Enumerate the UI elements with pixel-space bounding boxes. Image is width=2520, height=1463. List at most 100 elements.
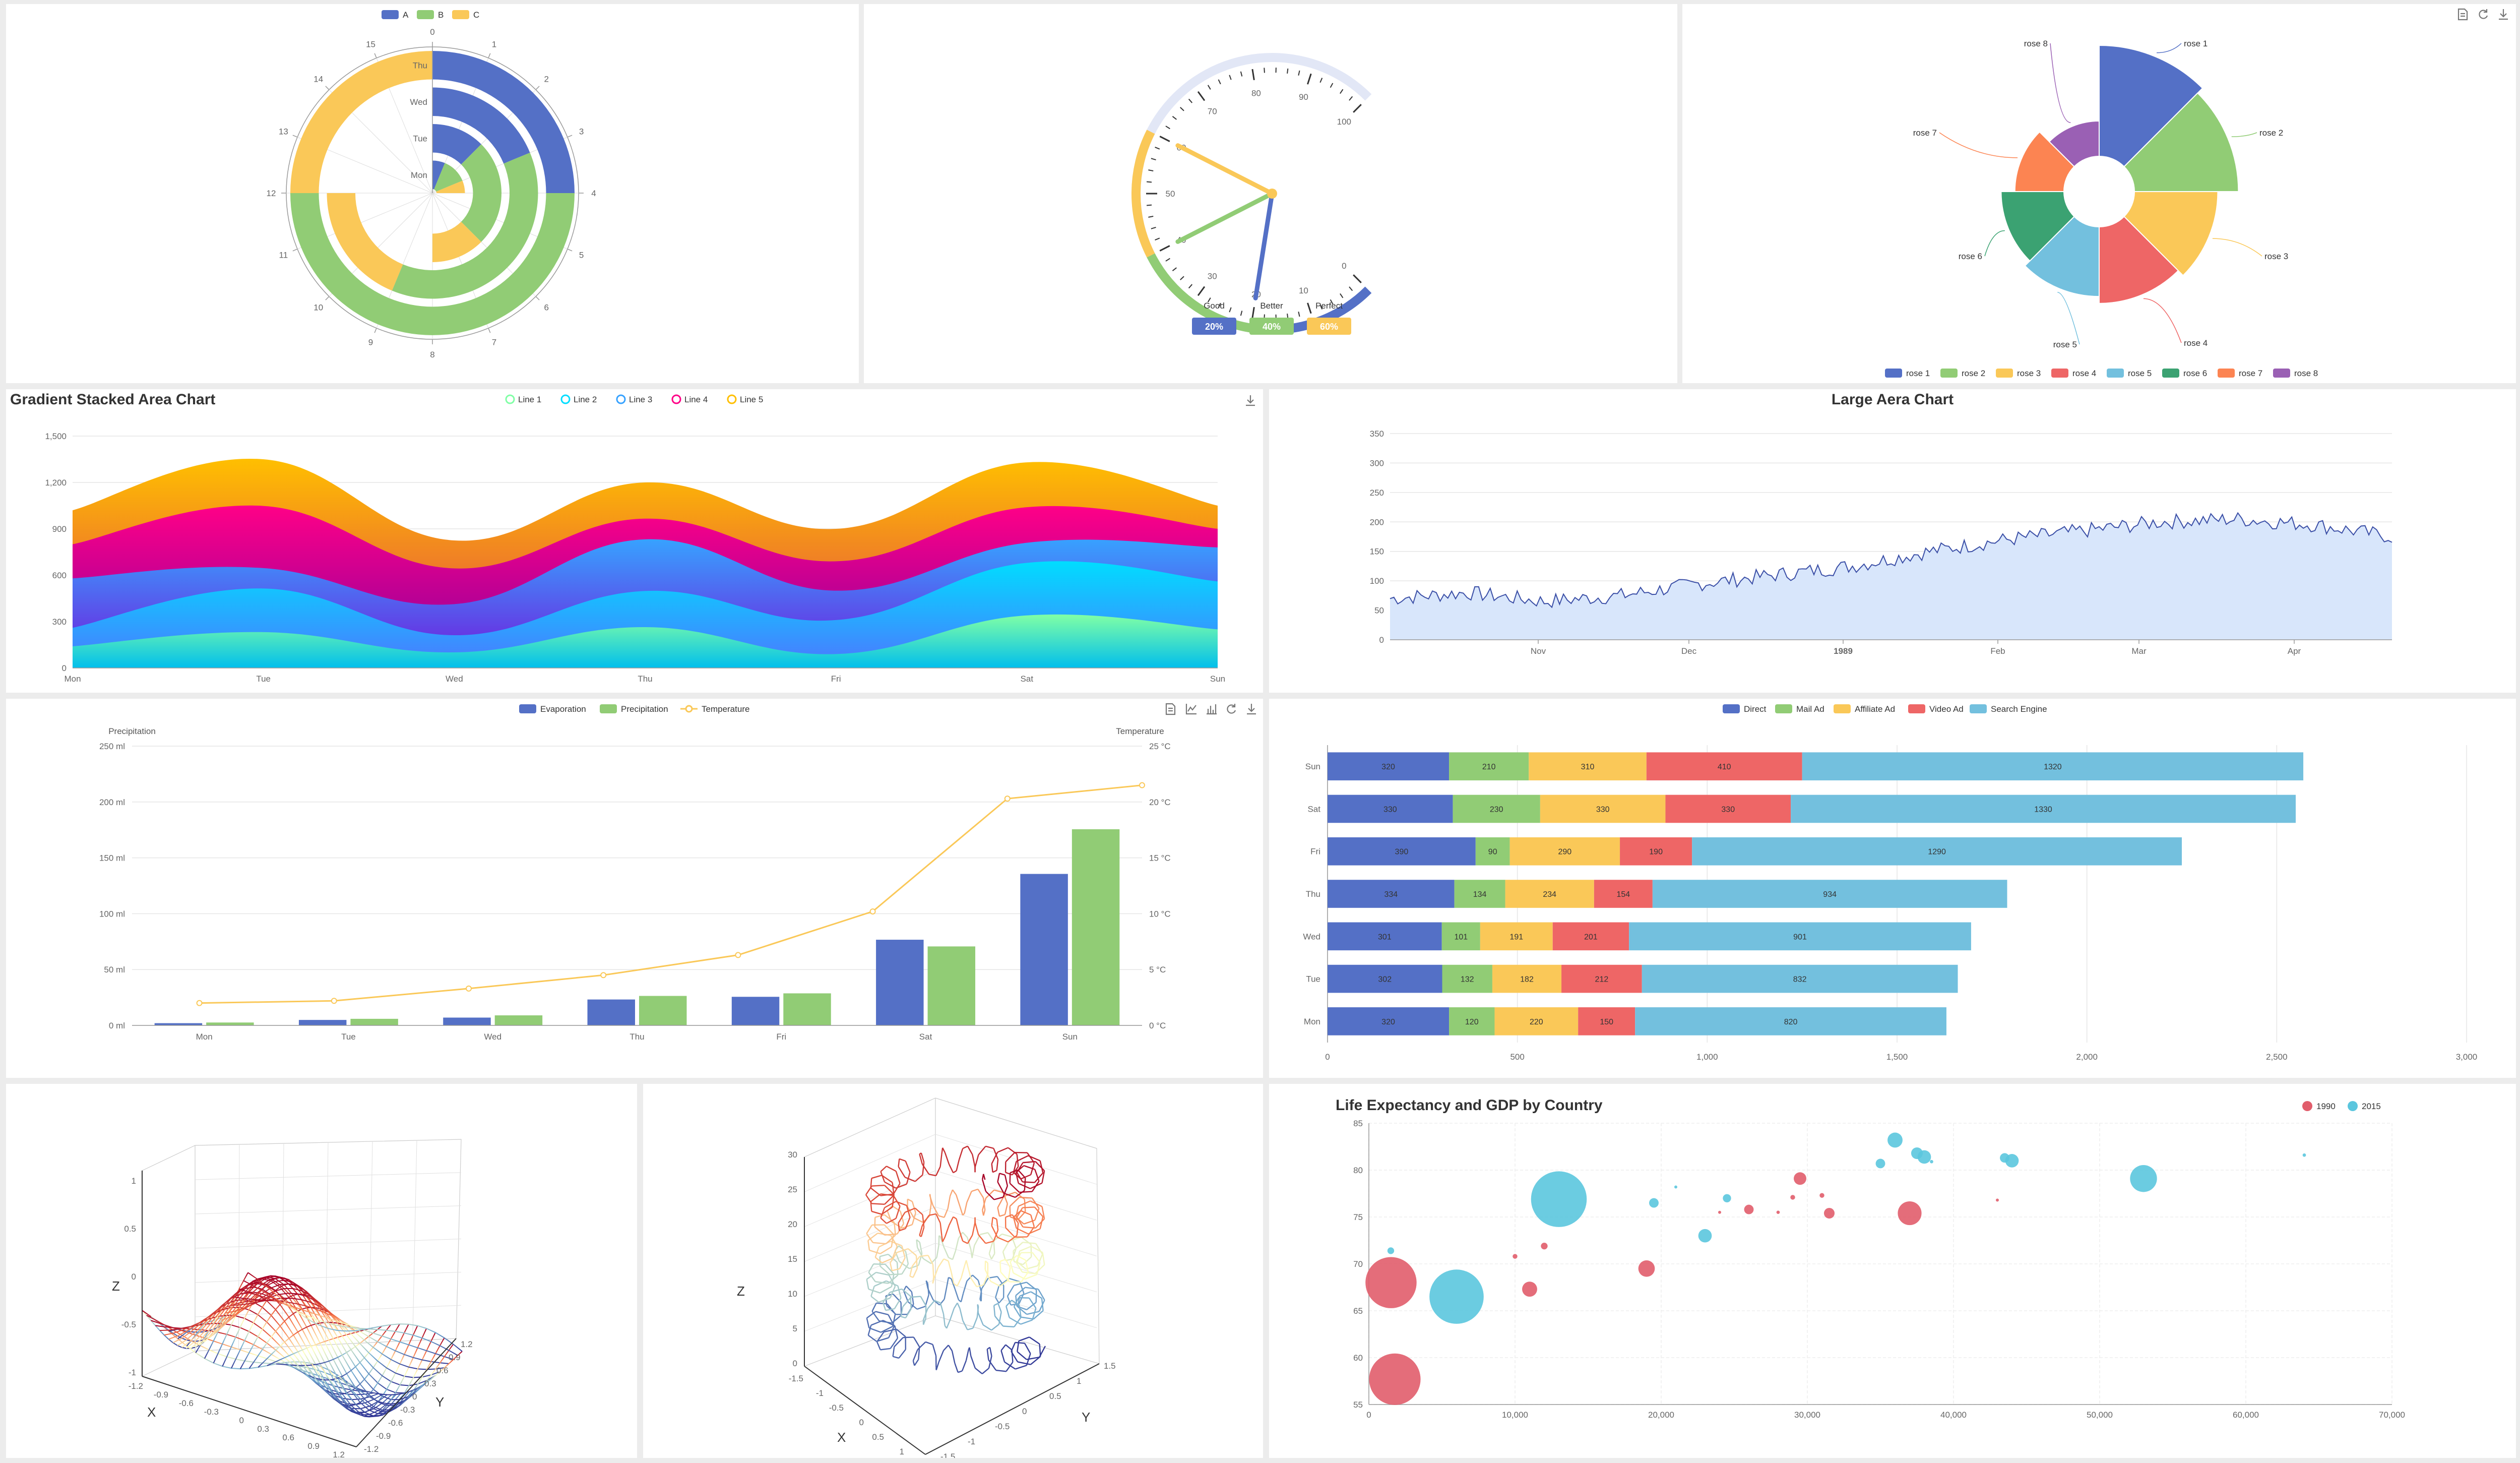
line-chart-icon[interactable] — [1185, 704, 1196, 715]
polar-bar-b-mon[interactable] — [434, 163, 463, 192]
rose-slice-4[interactable] — [2099, 216, 2179, 304]
bar-precipitation-wed[interactable] — [494, 1015, 543, 1025]
line-temperature[interactable] — [199, 784, 1143, 1004]
legend-direct[interactable]: Direct — [1723, 704, 1767, 714]
bar-precipitation-sat[interactable] — [927, 946, 976, 1025]
bubble-1990[interactable] — [1898, 1201, 1922, 1226]
bubble-1990[interactable] — [1794, 1172, 1806, 1185]
bar-mail-ad-tue[interactable] — [1442, 964, 1492, 993]
bubble-1990[interactable] — [1638, 1260, 1655, 1277]
bubble-2015[interactable] — [1917, 1150, 1931, 1164]
bubble-2015[interactable] — [1887, 1132, 1903, 1148]
legend-rose-7[interactable]: rose 7 — [2218, 369, 2262, 378]
bubble-1990[interactable] — [1718, 1210, 1721, 1214]
bar-mail-ad-fri[interactable] — [1475, 837, 1510, 866]
bubble-1990[interactable] — [1744, 1204, 1754, 1214]
bar-search-engine-tue[interactable] — [1642, 964, 1958, 993]
bubble-1990[interactable] — [1823, 1208, 1835, 1219]
bar-video-ad-sat[interactable] — [1665, 795, 1791, 823]
legend-line-5[interactable]: Line 5 — [727, 394, 763, 404]
rose-slice-2[interactable] — [2123, 92, 2239, 192]
bar-video-ad-sun[interactable] — [1646, 752, 1802, 780]
bar-precipitation-thu[interactable] — [639, 996, 687, 1025]
bar-direct-thu[interactable] — [1328, 880, 1455, 908]
legend-rose-8[interactable]: rose 8 — [2273, 369, 2318, 378]
bar-direct-mon[interactable] — [1328, 1007, 1450, 1035]
polar-bar-b-tue[interactable] — [461, 144, 502, 242]
bubble-2015[interactable] — [1387, 1247, 1395, 1254]
polar-bar-c-tue[interactable] — [432, 221, 481, 262]
legend-rose-3[interactable]: rose 3 — [1996, 369, 2041, 378]
legend-a[interactable]: A — [382, 10, 409, 20]
bubble-1990[interactable] — [1365, 1257, 1417, 1308]
download-icon[interactable] — [2499, 9, 2508, 20]
rose-slice-6[interactable] — [2000, 191, 2075, 262]
bubble-2015[interactable] — [1698, 1229, 1712, 1243]
bar-direct-wed[interactable] — [1328, 922, 1442, 951]
bar-mail-ad-wed[interactable] — [1441, 922, 1480, 951]
bar-affiliate-ad-wed[interactable] — [1480, 922, 1553, 951]
bubble-2015[interactable] — [2302, 1153, 2306, 1157]
bar-direct-sat[interactable] — [1328, 795, 1453, 823]
bubble-1990[interactable] — [1513, 1254, 1518, 1259]
bar-video-ad-mon[interactable] — [1578, 1007, 1635, 1035]
area-line[interactable] — [1390, 512, 2392, 608]
legend-video-ad[interactable]: Video Ad — [1908, 704, 1964, 714]
bar-search-engine-sun[interactable] — [1802, 752, 2304, 780]
bar-precipitation-sun[interactable] — [1072, 829, 1120, 1025]
bar-affiliate-ad-thu[interactable] — [1505, 880, 1594, 908]
document-icon[interactable] — [2458, 8, 2468, 21]
bar-mail-ad-mon[interactable] — [1449, 1007, 1495, 1035]
bar-search-engine-fri[interactable] — [1692, 837, 2182, 866]
bar-evaporation-sun[interactable] — [1020, 874, 1068, 1025]
bar-direct-sun[interactable] — [1328, 752, 1450, 780]
bar-precipitation-tue[interactable] — [350, 1018, 398, 1025]
polar-bar-a-mon[interactable] — [432, 160, 445, 190]
legend-2015[interactable]: 2015 — [2348, 1101, 2381, 1111]
bubble-2015[interactable] — [1649, 1198, 1659, 1208]
legend-line-3[interactable]: Line 3 — [616, 394, 652, 404]
rose-slice-5[interactable] — [2024, 216, 2100, 297]
bubble-2015[interactable] — [1930, 1160, 1933, 1164]
bar-affiliate-ad-sun[interactable] — [1529, 752, 1647, 780]
bar-search-engine-thu[interactable] — [1652, 880, 2007, 908]
bar-evaporation-wed[interactable] — [443, 1017, 491, 1025]
bar-affiliate-ad-sat[interactable] — [1540, 795, 1666, 823]
bar-direct-tue[interactable] — [1328, 964, 1442, 993]
bar-precipitation-fri[interactable] — [783, 993, 831, 1025]
legend-rose-2[interactable]: rose 2 — [1940, 369, 1985, 378]
refresh-icon[interactable] — [1227, 704, 1236, 714]
legend-b[interactable]: B — [417, 10, 444, 20]
bar-mail-ad-sat[interactable] — [1453, 795, 1540, 823]
bar-evaporation-thu[interactable] — [587, 999, 635, 1025]
legend-rose-1[interactable]: rose 1 — [1885, 369, 1930, 378]
polar-bar-c-mon[interactable] — [436, 180, 465, 193]
bar-search-engine-mon[interactable] — [1635, 1007, 1946, 1035]
polar-bar-b-thu[interactable] — [290, 193, 575, 335]
bubble-1990[interactable] — [1790, 1195, 1795, 1200]
legend-rose-6[interactable]: rose 6 — [2162, 369, 2207, 378]
polar-bar-c-thu[interactable] — [290, 51, 432, 193]
bar-direct-fri[interactable] — [1328, 837, 1476, 866]
legend-precipitation[interactable]: Precipitation — [600, 704, 668, 714]
rose-slice-3[interactable] — [2123, 191, 2219, 276]
bar-precipitation-mon[interactable] — [206, 1022, 254, 1025]
bar-affiliate-ad-tue[interactable] — [1492, 964, 1562, 993]
bar-affiliate-ad-fri[interactable] — [1509, 837, 1620, 866]
bubble-2015[interactable] — [2130, 1165, 2157, 1192]
bar-mail-ad-sun[interactable] — [1449, 752, 1529, 780]
rose-slice-7[interactable] — [2014, 131, 2075, 192]
download-icon[interactable] — [1246, 395, 1255, 406]
polar-bar-c-wed[interactable] — [327, 193, 403, 291]
bubble-1990[interactable] — [1776, 1210, 1780, 1214]
bubble-1990[interactable] — [1541, 1242, 1548, 1250]
legend-rose-4[interactable]: rose 4 — [2051, 369, 2096, 378]
bubble-2015[interactable] — [2005, 1154, 2019, 1168]
bubble-1990[interactable] — [1996, 1198, 1999, 1202]
bubble-1990[interactable] — [1819, 1193, 1824, 1198]
polar-bar-a-tue[interactable] — [432, 124, 481, 165]
bubble-2015[interactable] — [1875, 1159, 1885, 1169]
legend-1990[interactable]: 1990 — [2302, 1101, 2336, 1111]
legend-evaporation[interactable]: Evaporation — [519, 704, 586, 714]
legend-line-2[interactable]: Line 2 — [560, 394, 597, 404]
